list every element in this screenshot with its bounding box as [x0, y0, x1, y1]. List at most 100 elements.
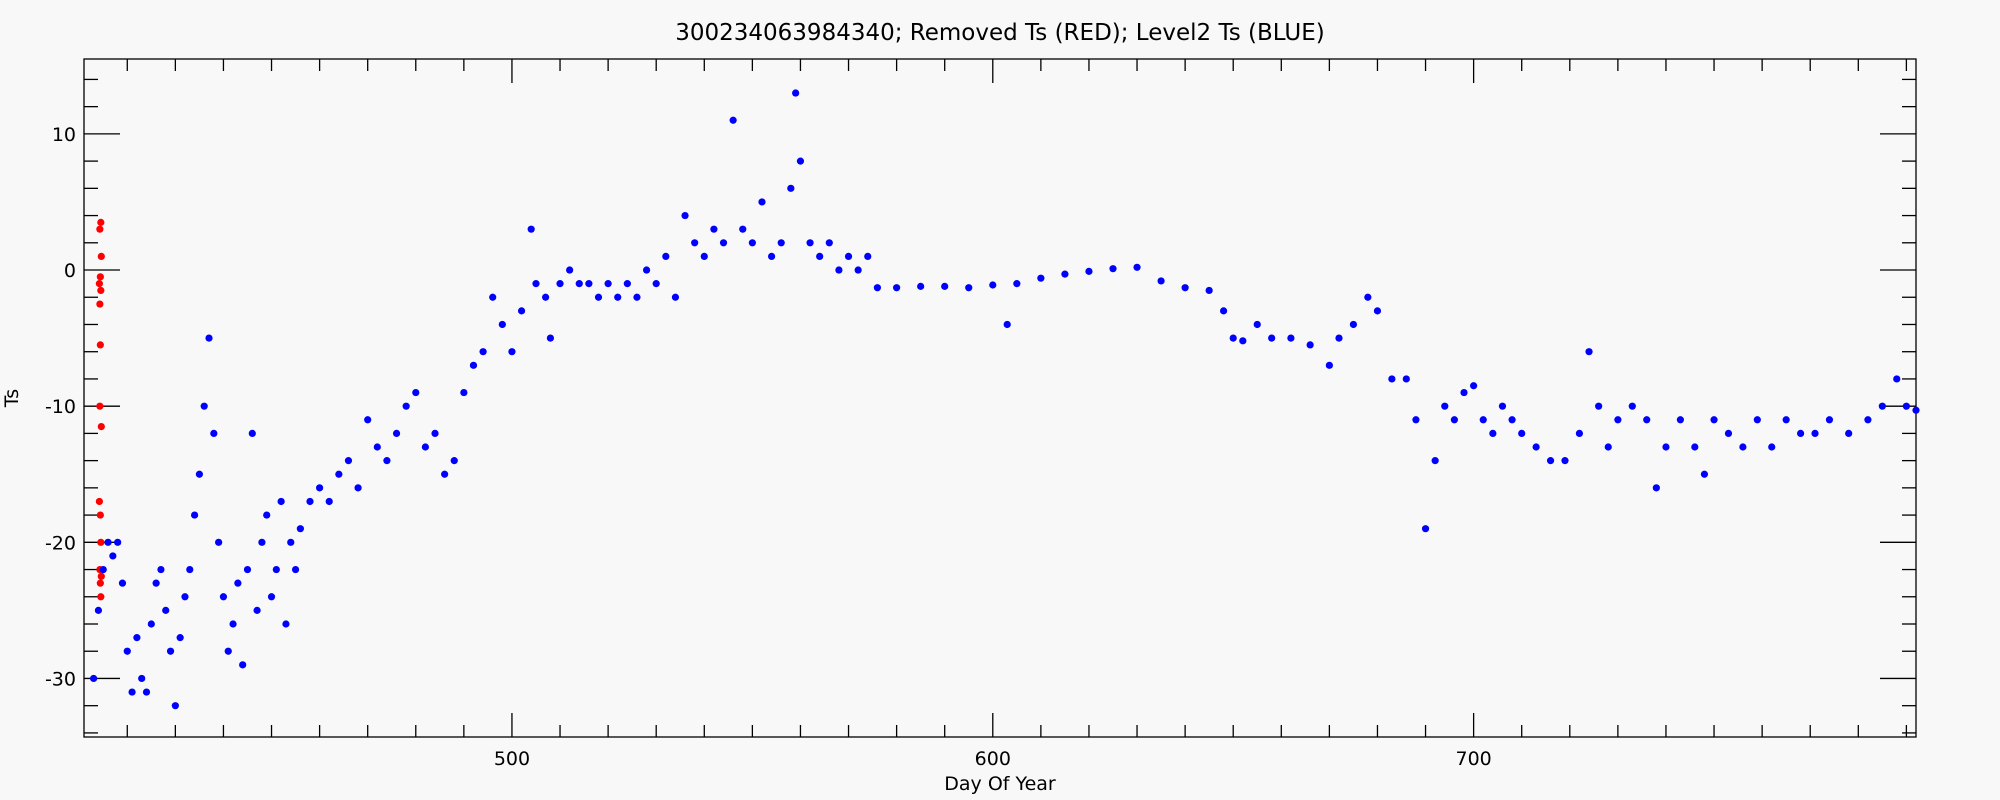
- point: [1229, 334, 1237, 342]
- point: [989, 281, 997, 289]
- point: [97, 252, 105, 261]
- point: [186, 565, 194, 574]
- x-tick-label: 600: [975, 748, 1011, 770]
- point: [965, 284, 973, 292]
- point: [671, 293, 680, 301]
- point: [739, 225, 747, 233]
- point: [1614, 416, 1622, 424]
- point: [566, 266, 574, 274]
- point: [1373, 307, 1382, 315]
- point: [215, 538, 223, 546]
- point: [575, 280, 583, 288]
- point: [325, 497, 333, 506]
- point: [873, 284, 881, 292]
- point: [1700, 470, 1709, 478]
- point: [142, 688, 151, 696]
- point: [1268, 334, 1276, 342]
- point: [748, 239, 756, 247]
- point: [1479, 416, 1487, 424]
- point: [1431, 457, 1439, 465]
- point: [335, 470, 343, 478]
- point: [1061, 270, 1069, 278]
- point: [1450, 416, 1458, 424]
- point: [421, 443, 429, 451]
- point: [1508, 416, 1516, 424]
- point: [1604, 443, 1612, 451]
- point: [171, 702, 179, 710]
- point: [114, 538, 122, 546]
- point: [710, 225, 718, 233]
- point: [1421, 525, 1430, 533]
- point: [1546, 457, 1555, 465]
- point: [1239, 337, 1247, 345]
- point: [489, 293, 497, 301]
- point: [1878, 402, 1886, 410]
- point: [431, 429, 439, 437]
- point: [1109, 265, 1117, 273]
- point: [1811, 429, 1819, 437]
- point: [118, 579, 127, 587]
- point: [1003, 320, 1011, 329]
- point: [792, 89, 800, 97]
- point: [542, 293, 550, 301]
- point: [642, 266, 651, 274]
- point: [681, 211, 689, 220]
- point: [1893, 375, 1901, 383]
- point: [97, 286, 105, 295]
- point: [1864, 416, 1872, 424]
- point: [1628, 402, 1636, 410]
- point: [90, 674, 98, 683]
- point: [460, 388, 468, 397]
- point: [109, 552, 117, 560]
- point: [441, 470, 449, 478]
- point: [224, 647, 232, 655]
- point: [99, 565, 107, 574]
- point: [1595, 402, 1603, 410]
- point: [392, 429, 401, 437]
- y-tick-label: -10: [45, 396, 76, 418]
- x-tick-label: 500: [494, 748, 530, 770]
- point: [147, 620, 155, 628]
- point: [508, 348, 516, 356]
- point: [152, 579, 160, 587]
- point: [835, 266, 843, 274]
- point: [344, 457, 353, 465]
- point: [94, 606, 103, 614]
- point: [383, 457, 391, 465]
- point: [787, 184, 795, 192]
- point: [1739, 443, 1747, 451]
- point: [816, 252, 824, 261]
- point: [239, 661, 247, 669]
- point: [96, 402, 104, 410]
- point: [195, 470, 204, 478]
- point: [1157, 277, 1165, 285]
- point: [1676, 416, 1684, 424]
- point: [556, 280, 564, 288]
- point: [1753, 416, 1761, 424]
- point: [97, 538, 105, 546]
- point: [1724, 429, 1733, 437]
- point: [166, 647, 175, 655]
- point: [614, 293, 622, 301]
- point: [594, 293, 603, 301]
- point: [133, 634, 141, 642]
- point: [210, 429, 218, 437]
- point: [128, 688, 136, 696]
- point: [1460, 388, 1468, 397]
- point: [1796, 429, 1805, 437]
- point: [1335, 334, 1343, 342]
- point: [272, 565, 280, 574]
- point: [258, 538, 266, 546]
- point: [1532, 443, 1540, 451]
- point: [1441, 402, 1449, 410]
- point: [864, 252, 872, 261]
- point: [662, 252, 670, 261]
- point: [97, 572, 105, 580]
- point: [95, 497, 103, 506]
- point: [1912, 406, 1920, 414]
- point: [854, 266, 862, 274]
- point: [97, 422, 105, 431]
- point: [758, 198, 766, 206]
- point: [176, 634, 184, 642]
